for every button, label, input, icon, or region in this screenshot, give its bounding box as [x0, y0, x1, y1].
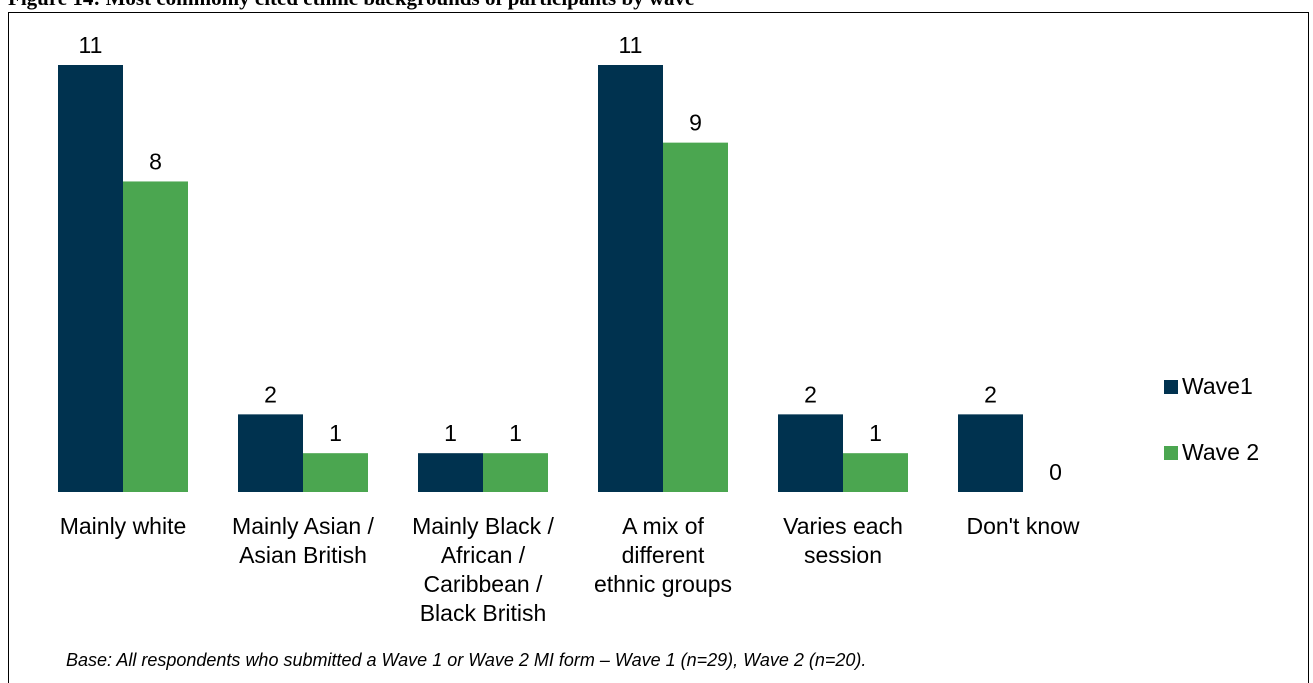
- data-label-wave2-5: 0: [1049, 459, 1062, 485]
- legend-swatch-wave1: [1164, 379, 1178, 394]
- data-label-wave2-1: 1: [329, 420, 342, 446]
- data-label-wave2-0: 8: [149, 148, 162, 174]
- category-label-5: Don't know: [966, 513, 1079, 539]
- category-label-0: Mainly white: [60, 513, 187, 539]
- legend-label-wave1: Wave1: [1182, 373, 1253, 399]
- data-label-wave1-4: 2: [804, 381, 817, 407]
- data-label-wave1-0: 11: [79, 32, 103, 58]
- category-label-2: Mainly Black / African / Caribbean / Black …: [412, 513, 554, 626]
- data-label-wave1-2: 1: [444, 420, 457, 446]
- data-label-wave1-5: 2: [984, 381, 997, 407]
- base-note: Base: All respondents who submitted a Wa…: [66, 650, 867, 670]
- data-label-wave1-1: 2: [264, 381, 277, 407]
- data-label-wave2-2: 1: [509, 420, 522, 446]
- bar-wave1-2: [418, 453, 483, 492]
- legend-label-wave2: Wave 2: [1182, 439, 1260, 465]
- bar-wave1-4: [778, 414, 843, 492]
- data-label-wave2-4: 1: [869, 420, 882, 446]
- bar-wave2-0: [123, 181, 188, 493]
- legend-item-wave1: Wave1: [1164, 373, 1253, 400]
- chart-border: [8, 12, 1309, 683]
- bar-wave2-2: [483, 453, 548, 492]
- figure-title: Figure 14: Most commonly cited ethnic ba…: [8, 0, 694, 11]
- legend-item-wave2: Wave 2: [1164, 439, 1259, 466]
- category-label-1: Mainly Asian / Asian British: [232, 513, 375, 568]
- bar-wave2-3: [663, 142, 728, 493]
- legend-swatch-wave2: [1164, 445, 1178, 460]
- data-label-wave2-3: 9: [689, 110, 702, 136]
- bar-wave1-0: [58, 65, 123, 492]
- bar-wave1-5: [958, 414, 1023, 492]
- category-label-4: Varies each session: [783, 513, 903, 568]
- category-label-3: A mix of different ethnic groups: [594, 513, 732, 597]
- bar-wave2-1: [303, 453, 368, 492]
- data-label-wave1-3: 11: [619, 32, 643, 58]
- bar-wave1-1: [238, 414, 303, 492]
- bar-wave2-4: [843, 453, 908, 492]
- bar-wave1-3: [598, 65, 663, 492]
